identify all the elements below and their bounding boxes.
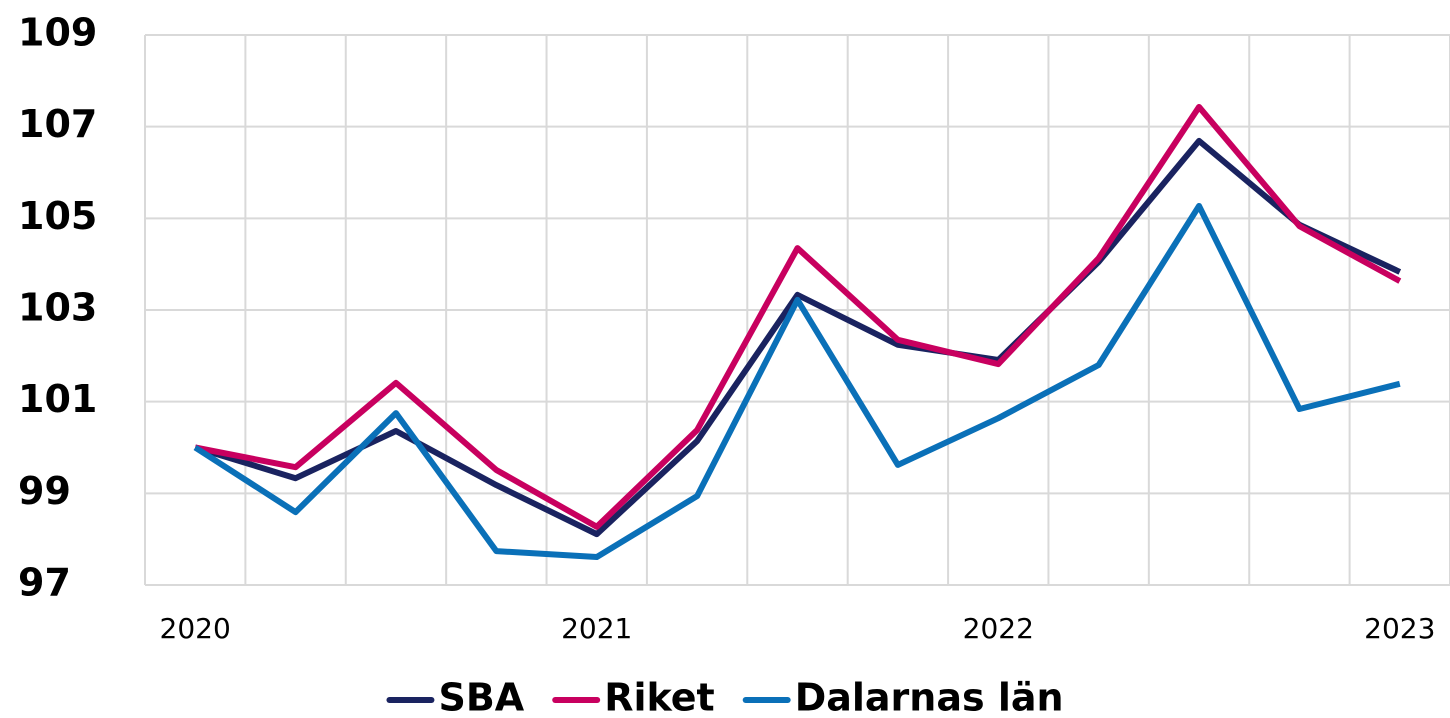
x-tick-label: 2022 [963, 612, 1034, 645]
x-tick-label: 2021 [561, 612, 632, 645]
series-line [193, 202, 1401, 561]
y-tick-label: 109 [18, 11, 97, 55]
y-tick-label: 105 [18, 194, 97, 238]
x-tick-label: 2020 [160, 612, 231, 645]
legend-label: Dalarnas län [795, 676, 1064, 718]
x-tick-label: 2023 [1364, 612, 1435, 645]
legend-label: SBA [438, 676, 524, 718]
series-line [194, 137, 1402, 538]
series-line [194, 103, 1402, 530]
y-tick-label: 107 [18, 102, 97, 146]
legend-label: Riket [604, 676, 714, 718]
y-tick-label: 99 [18, 469, 71, 513]
y-tick-label: 97 [18, 561, 71, 605]
y-tick-label: 101 [18, 377, 97, 421]
y-tick-label: 103 [18, 286, 97, 330]
